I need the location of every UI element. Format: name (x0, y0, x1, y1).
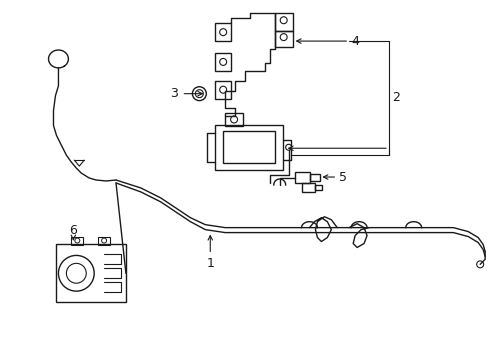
Text: 4: 4 (351, 35, 359, 48)
Bar (311, 174, 320, 181)
Bar (301, 183, 316, 192)
Text: 1: 1 (206, 257, 214, 270)
Text: 2: 2 (392, 91, 400, 104)
Text: 6: 6 (70, 224, 77, 237)
Circle shape (220, 58, 227, 66)
Circle shape (193, 87, 206, 100)
Bar (275, 31, 293, 47)
Bar (215, 125, 283, 170)
Bar (98, 237, 110, 246)
Bar (215, 53, 231, 71)
Bar (215, 81, 231, 99)
Circle shape (286, 144, 292, 150)
Bar (72, 237, 83, 246)
Circle shape (477, 261, 484, 268)
Bar (56, 244, 126, 302)
Circle shape (280, 33, 287, 41)
Circle shape (280, 17, 287, 24)
Text: 5: 5 (339, 171, 347, 184)
Circle shape (196, 90, 203, 98)
Circle shape (66, 264, 86, 283)
Bar (294, 172, 311, 183)
Circle shape (58, 255, 94, 291)
Circle shape (101, 238, 107, 243)
Bar (275, 13, 293, 31)
Bar (223, 131, 275, 163)
Circle shape (220, 29, 227, 36)
Circle shape (75, 238, 80, 243)
Bar (316, 185, 322, 190)
Circle shape (220, 86, 227, 93)
Bar (215, 23, 231, 41)
Text: 3: 3 (170, 87, 177, 100)
Bar (225, 113, 243, 126)
Circle shape (231, 116, 238, 123)
